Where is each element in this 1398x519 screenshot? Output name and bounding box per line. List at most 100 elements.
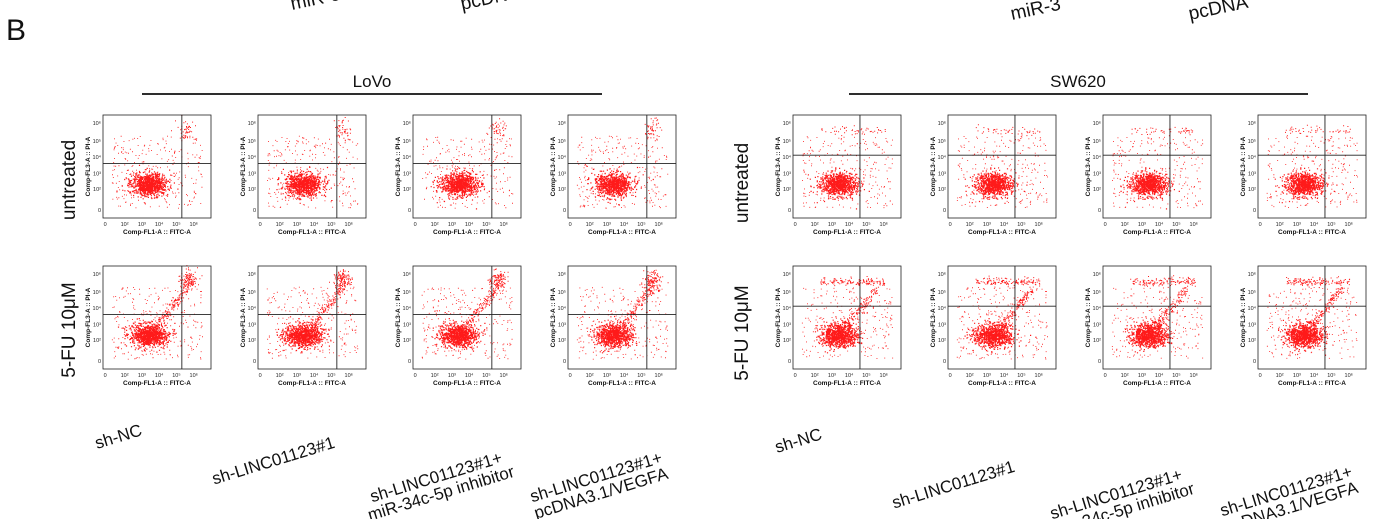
y-tick-label: 10³ (783, 323, 791, 329)
x-tick-label: 10⁵ (637, 372, 645, 379)
y-tick-label: 10⁵ (783, 138, 791, 145)
y-tick-label: 10³ (1248, 172, 1256, 178)
x-tick-label: 10⁶ (500, 372, 508, 379)
y-tick-label: 10⁵ (1093, 289, 1101, 296)
x-tick-label: 0 (414, 222, 417, 228)
event-dots (111, 114, 203, 209)
row-label-5fu-lovo: 5-FU 10μM (59, 282, 80, 377)
x-tick-label: 10⁵ (1327, 221, 1335, 228)
row-label-untreated-lovo: untreated (59, 140, 80, 220)
y-tick-label: 10² (248, 338, 256, 344)
y-tick-label: 0 (1253, 208, 1256, 214)
plot-frame (102, 114, 212, 219)
x-tick-label: 10⁶ (1190, 372, 1198, 379)
x-tick-label: 10² (811, 222, 819, 228)
x-tick-label: 10⁴ (1155, 221, 1164, 228)
panel-label: B (6, 14, 26, 47)
plot-frame (257, 114, 367, 219)
x-tick-label: 10⁴ (1000, 372, 1009, 379)
x-tick-label: 10² (811, 373, 819, 379)
y-tick-label: 10³ (1248, 323, 1256, 329)
y-tick-label: 10⁵ (93, 138, 101, 145)
x-tick-label: 10³ (1293, 373, 1301, 379)
flow-plot-sw620-col4-row1: 0 10² 10³ 10⁴ 10⁵ 10⁶010²10³10⁴10⁵10⁶Comp-FL1… (1240, 114, 1367, 236)
y-tick-label: 10² (93, 187, 101, 193)
flow-plot-sw620-col1-row1: 0 10² 10³ 10⁴ 10⁵ 10⁶010²10³10⁴10⁵10⁶Comp-FL1… (775, 114, 902, 236)
flow-plot-sw620-col3-row1: 0 10² 10³ 10⁴ 10⁵ 10⁶010²10³10⁴10⁵10⁶Comp-FL1… (1085, 114, 1212, 236)
plot-frame (792, 114, 902, 219)
event-dots (956, 275, 1048, 360)
event-dots (576, 269, 669, 360)
x-tick-label: 10² (1121, 222, 1129, 228)
flow-plot-lovo-col3-row2: 0 10² 10³ 10⁴ 10⁵ 10⁶010²10³10⁴10⁵10⁶Comp-FL1… (395, 265, 522, 387)
x-tick-label: 10³ (138, 373, 146, 379)
x-tick-label: 10³ (983, 222, 991, 228)
y-tick-label: 0 (253, 359, 256, 365)
y-tick-label: 0 (943, 208, 946, 214)
x-tick-label: 10⁵ (482, 372, 490, 379)
flow-plot-lovo-col2-row2: 0 10² 10³ 10⁴ 10⁵ 10⁶010²10³10⁴10⁵10⁶Comp-FL1… (240, 265, 367, 387)
plot-frame (1102, 114, 1212, 219)
y-tick-label: 10² (248, 187, 256, 193)
x-axis-title: Comp-FL1-A :: FITC-A (588, 380, 656, 387)
x-tick-label: 10³ (828, 373, 836, 379)
y-tick-label: 10⁵ (248, 138, 256, 145)
y-tick-label: 10⁵ (783, 289, 791, 296)
y-tick-label: 10⁵ (248, 289, 256, 296)
y-tick-label: 0 (563, 359, 566, 365)
y-tick-label: 10⁵ (938, 289, 946, 296)
y-tick-label: 10⁴ (93, 305, 102, 312)
x-tick-label: 10³ (138, 222, 146, 228)
y-tick-label: 10³ (248, 323, 256, 329)
flow-plot-lovo-col2-row1: 0 10² 10³ 10⁴ 10⁵ 10⁶010²10³10⁴10⁵10⁶Comp-FL1… (240, 114, 367, 236)
x-tick-label: 10³ (448, 373, 456, 379)
x-tick-label: 10⁴ (1310, 221, 1319, 228)
x-axis-title: Comp-FL1-A :: FITC-A (968, 380, 1036, 387)
y-axis-title: Comp-FL3-A :: PI-A (85, 136, 92, 196)
x-tick-label: 10⁴ (620, 221, 629, 228)
y-tick-label: 10³ (1093, 172, 1101, 178)
x-tick-label: 10³ (293, 373, 301, 379)
event-dots (1266, 124, 1358, 208)
x-tick-label: 0 (569, 222, 572, 228)
x-tick-label: 10⁶ (190, 221, 198, 228)
plot-frame (792, 265, 902, 370)
x-tick-label: 10⁵ (1327, 372, 1335, 379)
y-axis-title: Comp-FL3-A :: PI-A (240, 136, 247, 196)
x-axis-title: Comp-FL1-A :: FITC-A (1278, 229, 1346, 236)
x-tick-label: 10⁴ (155, 372, 164, 379)
x-tick-label: 10⁴ (465, 372, 474, 379)
x-tick-label: 10⁶ (655, 372, 663, 379)
x-tick-label: 0 (259, 222, 262, 228)
flow-plot-sw620-col2-row1: 0 10² 10³ 10⁴ 10⁵ 10⁶010²10³10⁴10⁵10⁶Comp-FL1… (930, 114, 1057, 236)
x-tick-label: 0 (949, 222, 952, 228)
y-tick-label: 10³ (938, 323, 946, 329)
x-tick-label: 10⁵ (862, 372, 870, 379)
flow-plot-lovo-col1-row1: 0 10² 10³ 10⁴ 10⁵ 10⁶010²10³10⁴10⁵10⁶Comp-FL1… (85, 114, 212, 236)
y-tick-label: 10⁵ (403, 289, 411, 296)
y-tick-label: 10² (403, 338, 411, 344)
y-tick-label: 10³ (558, 323, 566, 329)
y-axis-title: Comp-FL3-A :: PI-A (550, 287, 557, 347)
x-tick-label: 10² (966, 222, 974, 228)
flow-plot-sw620-col1-row2: 0 10² 10³ 10⁴ 10⁵ 10⁶010²10³10⁴10⁵10⁶Comp-FL1… (775, 265, 902, 387)
y-tick-label: 10⁶ (403, 120, 411, 127)
y-tick-label: 0 (788, 359, 791, 365)
y-axis-title: Comp-FL3-A :: PI-A (1240, 136, 1247, 196)
y-tick-label: 10⁶ (93, 120, 101, 127)
y-tick-label: 10⁴ (403, 154, 412, 161)
y-tick-label: 10⁴ (938, 305, 947, 312)
x-tick-label: 0 (794, 373, 797, 379)
x-tick-label: 10² (431, 373, 439, 379)
x-tick-label: 10⁵ (482, 221, 490, 228)
x-tick-label: 0 (1104, 222, 1107, 228)
x-tick-label: 10⁵ (172, 372, 180, 379)
x-tick-label: 10³ (1138, 373, 1146, 379)
y-tick-label: 10⁴ (1093, 154, 1102, 161)
y-tick-label: 10³ (93, 172, 101, 178)
y-tick-label: 0 (408, 359, 411, 365)
y-tick-label: 0 (1098, 208, 1101, 214)
x-tick-label: 10² (586, 222, 594, 228)
top-cut-label-3: miR-3 (1009, 0, 1063, 25)
event-dots (801, 276, 894, 360)
